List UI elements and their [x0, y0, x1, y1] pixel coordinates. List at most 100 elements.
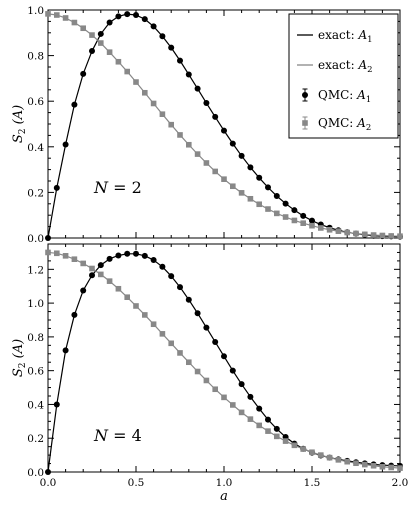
qmc-point-a2 [300, 220, 306, 226]
qmc-point-a2 [335, 228, 342, 234]
qmc-point-a1 [273, 425, 280, 432]
qmc-point-a1 [133, 12, 139, 19]
qmc-point-a2 [186, 359, 192, 366]
bottom-panel-series [45, 249, 403, 475]
qmc-point-a2 [71, 19, 78, 26]
qmc-point-a1 [194, 310, 201, 317]
qmc-point-a2 [309, 449, 315, 456]
qmc-point-a1 [150, 257, 157, 264]
qmc-point-a1 [238, 381, 245, 388]
qmc-point-a2 [397, 233, 403, 239]
qmc-point-a1 [124, 250, 131, 257]
qmc-point-a2 [212, 168, 218, 175]
qmc-point-a1 [265, 184, 271, 191]
qmc-point-a2 [194, 368, 201, 375]
qmc-point-a1 [141, 16, 148, 23]
qmc-point-a1 [97, 30, 104, 37]
qmc-point-a2 [212, 386, 218, 393]
qmc-point-a2 [388, 233, 394, 239]
qmc-point-a1 [238, 152, 245, 159]
qmc-point-a1 [80, 70, 87, 77]
qmc-point-a1 [168, 273, 175, 280]
qmc-point-a2 [274, 433, 280, 440]
qmc-point-a2 [142, 312, 148, 318]
qmc-point-a1 [221, 353, 227, 360]
qmc-point-a1 [168, 44, 175, 51]
qmc-point-a2 [80, 25, 86, 32]
qmc-point-a2 [335, 457, 342, 463]
qmc-point-a1 [159, 263, 166, 270]
qmc-point-a1 [203, 324, 210, 331]
qmc-point-a1 [300, 212, 307, 219]
qmc-point-a1 [141, 252, 148, 259]
qmc-point-a2 [203, 377, 210, 384]
qmc-point-a2 [370, 462, 377, 469]
qmc-point-a2 [388, 464, 394, 471]
legend-marker-qmc-a2 [302, 116, 308, 130]
qmc-point-a2 [98, 40, 104, 46]
qmc-point-a1 [221, 127, 227, 134]
qmc-point-a2 [282, 438, 289, 444]
qmc-point-a1 [150, 23, 157, 30]
y-tick-label: 0.2 [27, 433, 44, 445]
qmc-point-a1 [212, 113, 219, 120]
qmc-point-a1 [89, 272, 95, 279]
y-tick-label: 0.8 [27, 51, 44, 63]
top-panel-ticks [47, 9, 401, 239]
x-tick-label: 0.0 [40, 477, 57, 489]
qmc-point-a1 [53, 184, 60, 191]
y-tick-label: 0.6 [27, 96, 44, 108]
qmc-point-a1 [115, 13, 122, 20]
qmc-point-a2 [177, 350, 183, 356]
qmc-point-a2 [124, 294, 130, 300]
y-tick-label: 0.4 [27, 399, 44, 411]
qmc-point-a2 [80, 260, 86, 267]
bottom-panel-y-axis-title: S2 (A) [11, 339, 28, 377]
qmc-point-a2 [115, 58, 122, 65]
y-tick-label: 0.4 [27, 142, 44, 154]
qmc-point-a1 [256, 174, 263, 181]
qmc-point-a2 [62, 15, 69, 21]
qmc-point-a1 [62, 141, 69, 148]
qmc-point-a1 [282, 200, 289, 207]
qmc-point-a2 [344, 229, 350, 236]
qmc-point-a2 [186, 141, 192, 148]
qmc-point-a2 [265, 206, 271, 212]
x-tick-label: 1.0 [216, 477, 233, 489]
qmc-point-a2 [326, 226, 333, 233]
qmc-point-a1 [256, 405, 263, 412]
y-tick-label: 1.2 [27, 264, 44, 276]
qmc-point-a1 [89, 48, 95, 55]
qmc-point-a2 [54, 250, 60, 257]
qmc-point-a2 [247, 416, 254, 422]
qmc-point-a1 [185, 296, 192, 303]
qmc-point-a1 [291, 207, 298, 214]
legend-label-exact-a2: exact: A2 [318, 58, 373, 75]
qmc-point-a2 [238, 409, 245, 416]
qmc-point-a2 [54, 12, 60, 18]
y-tick-label: 0.6 [27, 366, 44, 378]
qmc-point-a1 [265, 416, 271, 423]
qmc-point-a2 [168, 340, 174, 347]
top-panel-y-axis-title: S2 (A) [11, 105, 28, 143]
qmc-point-a1 [45, 469, 51, 475]
qmc-point-a1 [247, 164, 254, 171]
legend-label-exact-a1: exact: A1 [318, 28, 373, 45]
qmc-point-a2 [98, 271, 104, 278]
y-tick-label: 0.8 [27, 332, 44, 344]
qmc-point-a2 [379, 463, 386, 470]
qmc-point-a2 [133, 303, 139, 309]
qmc-point-a2 [106, 49, 113, 55]
qmc-point-a1 [124, 11, 131, 18]
qmc-point-a2 [115, 285, 122, 292]
y-tick-label: 0.0 [27, 467, 44, 479]
qmc-point-a2 [194, 151, 201, 157]
x-axis-title: a [220, 489, 228, 504]
x-tick-label: 1.5 [304, 477, 321, 489]
qmc-point-a2 [370, 232, 377, 238]
qmc-point-a2 [247, 195, 254, 202]
qmc-point-a2 [45, 249, 51, 256]
top-panel: 0.0 0.2 0.4 0.6 0.8 1.0 N = 2 S2 (A) exact: A… [11, 5, 403, 245]
qmc-point-a2 [362, 461, 368, 468]
qmc-point-a2 [168, 121, 174, 128]
